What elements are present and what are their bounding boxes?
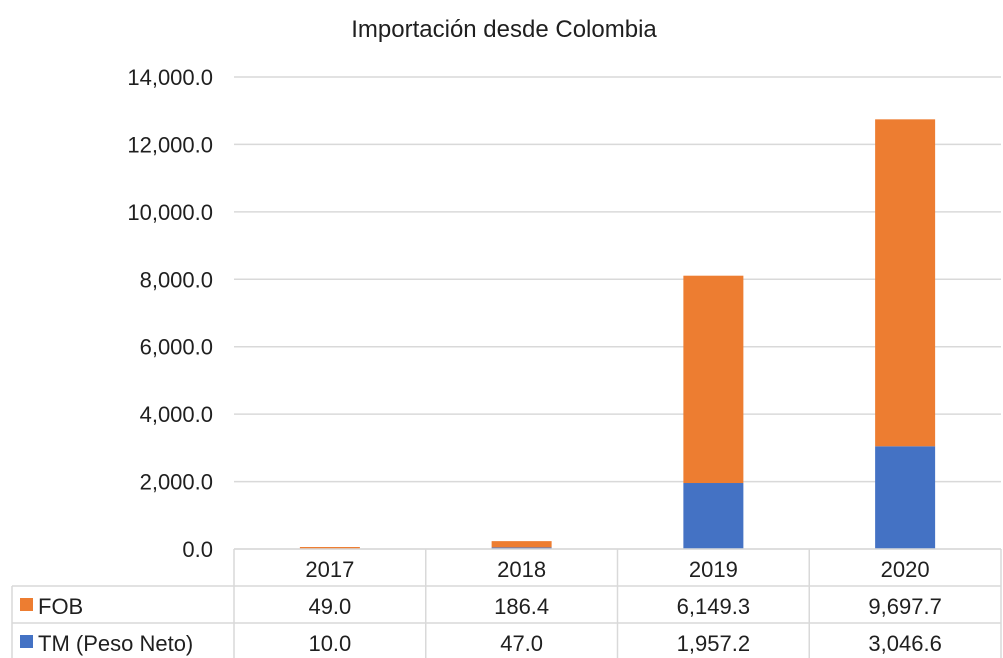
data-label: 9,697.7 xyxy=(868,594,941,619)
x-tick-label: 2018 xyxy=(497,557,546,582)
data-label: 3,046.6 xyxy=(868,631,941,656)
legend-key xyxy=(20,635,33,648)
bar-segment xyxy=(875,119,936,447)
bar-segment xyxy=(491,547,552,549)
gridlines xyxy=(234,76,1001,550)
y-axis: 0.0 2,000.0 4,000.0 6,000.0 8,000.0 10,000.0 1… xyxy=(127,65,213,562)
x-tick-label: 2019 xyxy=(689,557,738,582)
y-tick-label: 2,000.0 xyxy=(140,470,213,495)
chart-title: Importación desde Colombia xyxy=(351,16,657,43)
y-tick-label: 12,000.0 xyxy=(127,132,213,157)
bar-segment xyxy=(491,541,552,548)
bar-segment xyxy=(683,275,744,484)
data-label: 10.0 xyxy=(308,631,351,656)
data-label: 1,957.2 xyxy=(677,631,750,656)
data-label: 49.0 xyxy=(308,594,351,619)
legend-key xyxy=(20,598,33,611)
y-tick-label: 4,000.0 xyxy=(140,402,213,427)
y-tick-label: 0.0 xyxy=(182,537,213,562)
bar-segment xyxy=(299,547,360,549)
data-table: 2017 2018 2019 2020 FOB 49.0 186.4 6,149.3 9,697… xyxy=(11,548,1002,658)
y-tick-label: 10,000.0 xyxy=(127,200,213,225)
legend-label: TM (Peso Neto) xyxy=(38,631,193,656)
x-tick-label: 2017 xyxy=(305,557,354,582)
data-label: 186.4 xyxy=(494,594,549,619)
data-label: 6,149.3 xyxy=(677,594,750,619)
x-tick-label: 2020 xyxy=(881,557,930,582)
y-tick-label: 14,000.0 xyxy=(127,65,213,90)
legend-label: FOB xyxy=(38,594,83,619)
y-tick-label: 8,000.0 xyxy=(140,267,213,292)
bars xyxy=(299,119,936,549)
bar-segment xyxy=(683,483,744,549)
y-tick-label: 6,000.0 xyxy=(140,335,213,360)
data-label: 47.0 xyxy=(500,631,543,656)
bar-segment xyxy=(875,446,936,549)
